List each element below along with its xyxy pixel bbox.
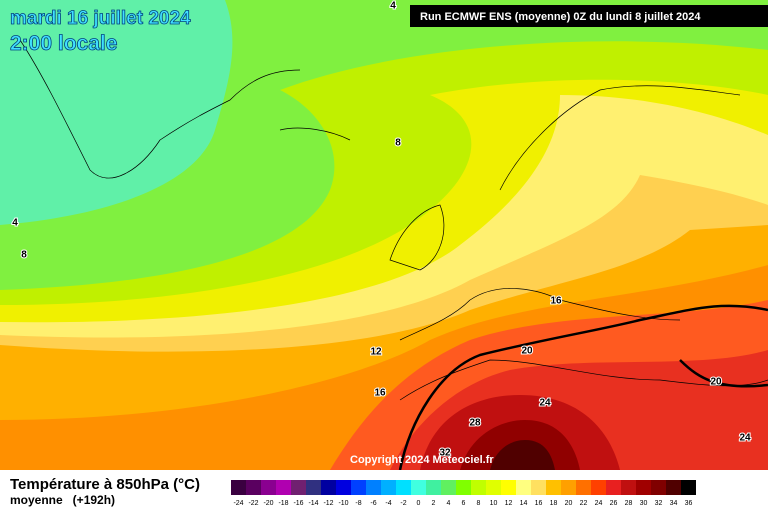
scale-swatch: [291, 480, 306, 495]
color-scale: -24 -22 -20 -18 -16 -14 -12 -10 -8 -6 -4 -2 0 2 4 6 8 10 1…: [231, 480, 696, 507]
contour-label: 4: [390, 1, 396, 12]
scale-label: 10: [490, 500, 498, 507]
contour-label: 16: [374, 388, 386, 399]
contour-20: [398, 304, 768, 471]
contour-label: 16: [550, 296, 562, 307]
scale-swatch: [591, 480, 606, 495]
scale-label: -6: [370, 500, 376, 507]
coastlines: [19, 39, 768, 401]
scale-swatch: [276, 480, 291, 495]
scale-swatch: [261, 480, 276, 495]
copyright: Copyright 2024 Meteociel.fr: [350, 454, 494, 466]
scale-swatch: [666, 480, 681, 495]
contour-label: 4: [12, 218, 18, 229]
scale-label: 22: [580, 500, 588, 507]
scale-label: -24: [233, 500, 243, 507]
contour-label: 32: [439, 448, 451, 459]
scale-label: 16: [535, 500, 543, 507]
run-box: [410, 5, 768, 27]
scale-swatch: [516, 480, 531, 495]
scale-swatch: [606, 480, 621, 495]
scale-swatch: [231, 480, 246, 495]
scale-swatch: [396, 480, 411, 495]
scale-swatch: [381, 480, 396, 495]
scale-swatch: [486, 480, 501, 495]
scale-label: 6: [462, 500, 466, 507]
scale-swatch: [411, 480, 426, 495]
scale-label: 0: [417, 500, 421, 507]
scale-label: 20: [565, 500, 573, 507]
scale-label: 34: [670, 500, 678, 507]
scale-swatch: [426, 480, 441, 495]
run-info: Run ECMWF ENS (moyenne) 0Z du lundi 8 ju…: [420, 11, 701, 23]
scale-swatch: [531, 480, 546, 495]
scale-label: -4: [385, 500, 391, 507]
scale-swatch: [621, 480, 636, 495]
scale-label: 32: [655, 500, 663, 507]
scale-label: -14: [308, 500, 318, 507]
scale-label: -16: [293, 500, 303, 507]
scale-label: 14: [520, 500, 528, 507]
scale-label: -12: [323, 500, 333, 507]
scale-label: 8: [477, 500, 481, 507]
contour-label: 28: [469, 418, 481, 429]
scale-swatch: [246, 480, 261, 495]
scale-label: -18: [278, 500, 288, 507]
scale-label: 12: [505, 500, 513, 507]
forecast-date: mardi 16 juillet 2024: [10, 8, 191, 29]
scale-label: 28: [625, 500, 633, 507]
scale-swatch: [306, 480, 321, 495]
scale-swatch: [441, 480, 456, 495]
scale-label: 2: [432, 500, 436, 507]
scale-label: -8: [355, 500, 361, 507]
scale-swatch: [546, 480, 561, 495]
scale-swatch: [681, 480, 696, 495]
scale-label: -22: [248, 500, 258, 507]
temperature-field: [0, 0, 768, 471]
contour-label: 12: [370, 347, 382, 358]
scale-swatch: [576, 480, 591, 495]
contour-label: 8: [21, 250, 27, 261]
forecast-time: 2:00 locale: [10, 32, 117, 55]
scale-swatch: [336, 480, 351, 495]
scale-swatch: [501, 480, 516, 495]
scale-label: 24: [595, 500, 603, 507]
contour-label: 24: [539, 398, 551, 409]
scale-swatch: [561, 480, 576, 495]
contour-label: 20: [521, 346, 533, 357]
scale-label: 4: [447, 500, 451, 507]
scale-swatch: [456, 480, 471, 495]
scale-swatch: [351, 480, 366, 495]
contour-label: 20: [710, 377, 722, 388]
scale-swatch: [636, 480, 651, 495]
contour-labels: 4 4 8 8 12 16 16 20 20 24 24 28 32: [11, 0, 752, 460]
scale-label: -2: [400, 500, 406, 507]
footer-title: Température à 850hPa (°C): [10, 476, 200, 493]
contour-label: 24: [739, 433, 751, 444]
scale-label: 36: [685, 500, 693, 507]
scale-swatch: [366, 480, 381, 495]
scale-label: 18: [550, 500, 558, 507]
scale-swatch: [651, 480, 666, 495]
contour-label: 8: [395, 138, 401, 149]
scale-label: -10: [338, 500, 348, 507]
scale-label: 26: [610, 500, 618, 507]
footer-subtitle: moyenne (+192h): [10, 493, 115, 507]
scale-swatch: [471, 480, 486, 495]
scale-swatch: [321, 480, 336, 495]
scale-label: 30: [640, 500, 648, 507]
scale-label: -20: [263, 500, 273, 507]
